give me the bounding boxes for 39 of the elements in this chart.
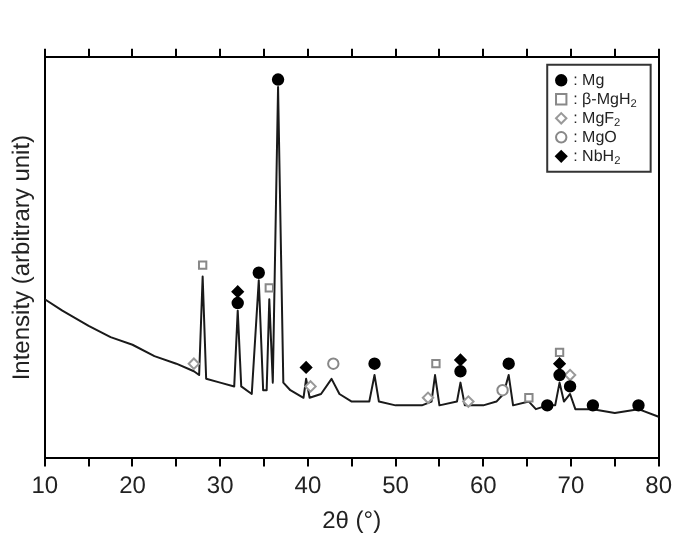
point [553,357,566,370]
legend-label: : MgO [573,127,617,146]
point [541,399,554,412]
point [304,380,317,393]
x-tick-label: 80 [645,471,673,500]
point [368,357,381,370]
y-axis-title: Intensity (arbitrary unit) [7,134,36,381]
point [421,391,435,404]
point [231,285,244,298]
point [586,399,600,412]
x-axis-title: 2θ (°) [322,506,382,535]
point [271,73,285,86]
point [197,260,208,270]
point [264,283,274,293]
x-tick-label: 50 [382,471,410,500]
legend-label: : Mg [573,70,605,89]
point [563,368,577,382]
point [454,365,467,378]
point [496,384,509,397]
point [524,393,534,403]
point [299,361,313,374]
x-tick-label: 20 [119,471,147,500]
point [553,368,566,382]
x-tick-label: 60 [469,471,498,500]
point [563,380,577,393]
point [502,357,515,370]
point [252,266,265,279]
point [462,395,475,408]
point [554,347,565,357]
point [327,357,340,370]
x-tick-label: 30 [206,471,235,500]
point [231,296,244,310]
point [632,399,645,412]
x-tick-label: 10 [31,471,59,500]
point [454,353,467,367]
point [431,359,441,369]
x-tick-label: 40 [294,471,322,500]
point [187,357,201,370]
x-tick-label: 70 [557,471,585,500]
